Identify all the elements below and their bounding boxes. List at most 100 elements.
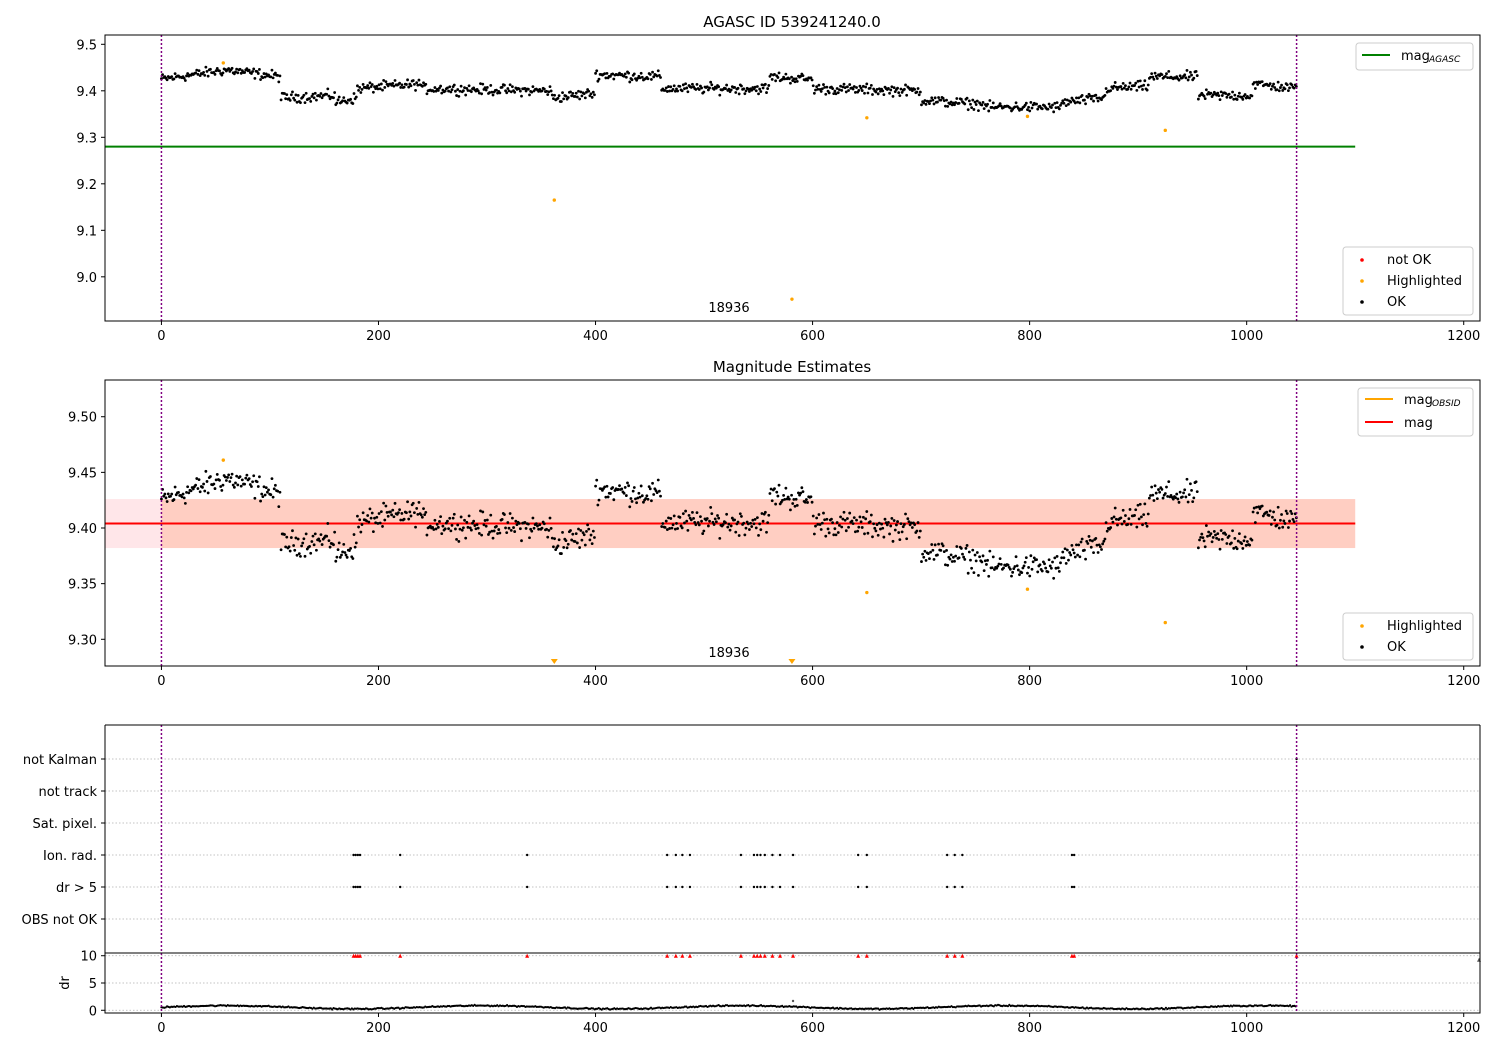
- ok-point: [1185, 69, 1189, 72]
- ok-point: [1218, 547, 1222, 551]
- x-tick-label: 1000: [1230, 329, 1263, 344]
- ok-point: [415, 507, 419, 510]
- ok-point: [893, 528, 897, 532]
- ok-point: [1053, 556, 1057, 560]
- ok-point: [827, 531, 831, 535]
- ok-point: [824, 534, 828, 538]
- ok-point: [860, 89, 864, 92]
- ok-point: [471, 521, 474, 525]
- ok-point: [924, 102, 928, 106]
- ok-point: [523, 87, 527, 90]
- ok-point: [1219, 529, 1223, 532]
- ok-point: [344, 553, 348, 557]
- ok-point: [1119, 516, 1123, 520]
- ok-point: [293, 548, 297, 552]
- ok-point: [763, 510, 767, 514]
- ok-point: [748, 528, 751, 531]
- ok-point: [509, 90, 513, 94]
- ok-point: [1238, 532, 1241, 536]
- ok-point: [1255, 80, 1258, 84]
- ok-point: [1027, 105, 1030, 109]
- ok-point: [626, 481, 629, 485]
- ok-point: [1186, 500, 1190, 504]
- ok-point: [402, 85, 406, 89]
- ok-point: [463, 518, 466, 522]
- ok-point: [668, 89, 672, 93]
- ok-point: [1129, 87, 1133, 91]
- ok-point: [338, 555, 342, 559]
- ok-point: [718, 536, 722, 540]
- ok-point: [258, 475, 261, 479]
- ok-point: [951, 555, 955, 559]
- dr-gt-5-point: [739, 885, 743, 889]
- ok-point: [818, 523, 822, 526]
- ok-point: [556, 544, 560, 548]
- ok-point: [181, 492, 185, 496]
- ok-point: [383, 86, 387, 89]
- ok-point: [939, 98, 943, 102]
- ok-point: [574, 91, 578, 95]
- ok-point: [1230, 95, 1233, 99]
- ok-point: [792, 77, 796, 81]
- ok-point: [1142, 83, 1146, 87]
- ok-point: [622, 74, 626, 78]
- ok-point: [814, 524, 817, 528]
- ok-point: [456, 88, 460, 91]
- ok-point: [582, 92, 586, 96]
- ok-point: [481, 510, 485, 514]
- ok-point: [1143, 502, 1147, 506]
- legend-sub: OBSID: [1432, 399, 1461, 409]
- ok-point: [273, 483, 277, 487]
- ok-point: [1076, 553, 1079, 557]
- ok-point: [449, 90, 453, 94]
- ok-point: [1252, 81, 1256, 84]
- ok-point: [631, 489, 635, 493]
- ok-point: [687, 513, 691, 517]
- dr-gt-5-point: [1072, 885, 1076, 889]
- dr-gt-5-point: [356, 885, 360, 889]
- ok-point: [1083, 98, 1086, 102]
- ok-point: [942, 99, 946, 103]
- ok-point: [504, 526, 507, 530]
- ok-point: [1071, 548, 1075, 552]
- y-axis-label: dr: [58, 976, 73, 990]
- dr-gt-5-point: [525, 885, 529, 889]
- legend-points: not OK Highlighted OK: [1342, 246, 1474, 316]
- ok-point: [524, 526, 528, 530]
- ok-point: [335, 101, 339, 105]
- ok-point: [606, 495, 610, 499]
- ok-point: [422, 507, 425, 511]
- x-tick-label: 1200: [1447, 1021, 1480, 1036]
- ok-point: [398, 508, 401, 511]
- ok-point: [397, 511, 400, 515]
- highlighted-point: [1163, 620, 1167, 625]
- ok-point: [443, 527, 447, 531]
- x-tick-label: 1200: [1447, 329, 1480, 344]
- ok-point: [373, 516, 376, 520]
- ok-point: [644, 497, 648, 500]
- legend-not-ok: not OK: [1387, 253, 1432, 268]
- ok-point: [458, 527, 462, 531]
- ok-point: [1177, 78, 1181, 82]
- x-tick-label: 0: [157, 674, 165, 689]
- ok-point: [1195, 490, 1199, 493]
- ok-point: [439, 515, 443, 519]
- ok-point: [973, 553, 977, 557]
- ok-point: [239, 484, 243, 488]
- ok-point: [1008, 567, 1012, 571]
- ok-point: [1275, 88, 1279, 91]
- ok-point: [797, 491, 800, 495]
- ok-point: [405, 511, 408, 515]
- ok-point: [759, 90, 763, 93]
- ok-point: [758, 522, 762, 526]
- ok-point: [1196, 546, 1200, 550]
- ok-point: [370, 83, 374, 86]
- chart-title: AGASC ID 539241240.0: [703, 13, 881, 31]
- ok-point: [899, 87, 903, 91]
- ok-point: [556, 96, 560, 100]
- ok-point: [999, 104, 1003, 108]
- ok-point: [1134, 508, 1138, 512]
- ok-point: [520, 539, 523, 543]
- ok-point: [1171, 497, 1175, 501]
- ok-point: [270, 68, 274, 72]
